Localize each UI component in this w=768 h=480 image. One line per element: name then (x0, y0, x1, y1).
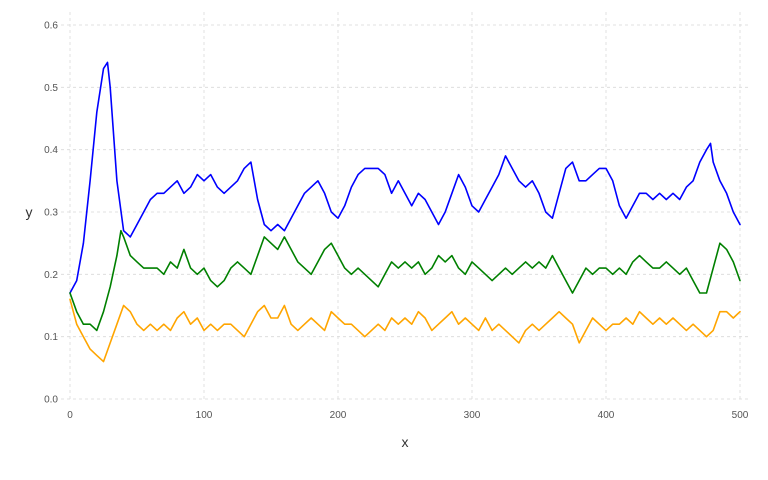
x-tick-label: 500 (732, 410, 749, 421)
y-axis-title: y (26, 204, 33, 220)
y-tick-label: 0.2 (44, 270, 58, 281)
x-axis-title: x (402, 434, 409, 450)
series-line-2 (69, 229, 741, 332)
y-tick-label: 0.6 (44, 21, 58, 32)
x-tick-label: 200 (330, 410, 347, 421)
series-line-3 (69, 298, 741, 363)
series-layer (69, 61, 741, 363)
series-line-1 (69, 61, 741, 294)
x-tick-label: 100 (196, 410, 213, 421)
y-tick-label: 0.5 (44, 83, 58, 94)
tick-labels: 0.0 0.1 0.2 0.3 0.4 0.5 0.6 0 100 200 300 400 500 (44, 21, 749, 422)
x-tick-label: 0 (67, 410, 73, 421)
y-tick-label: 0.3 (44, 208, 58, 219)
y-tick-label: 0.1 (44, 332, 58, 343)
y-tick-label: 0.0 (44, 395, 58, 406)
y-tick-label: 0.4 (44, 145, 58, 156)
x-tick-label: 400 (598, 410, 615, 421)
grid-lines (55, 12, 750, 402)
x-tick-label: 300 (464, 410, 481, 421)
